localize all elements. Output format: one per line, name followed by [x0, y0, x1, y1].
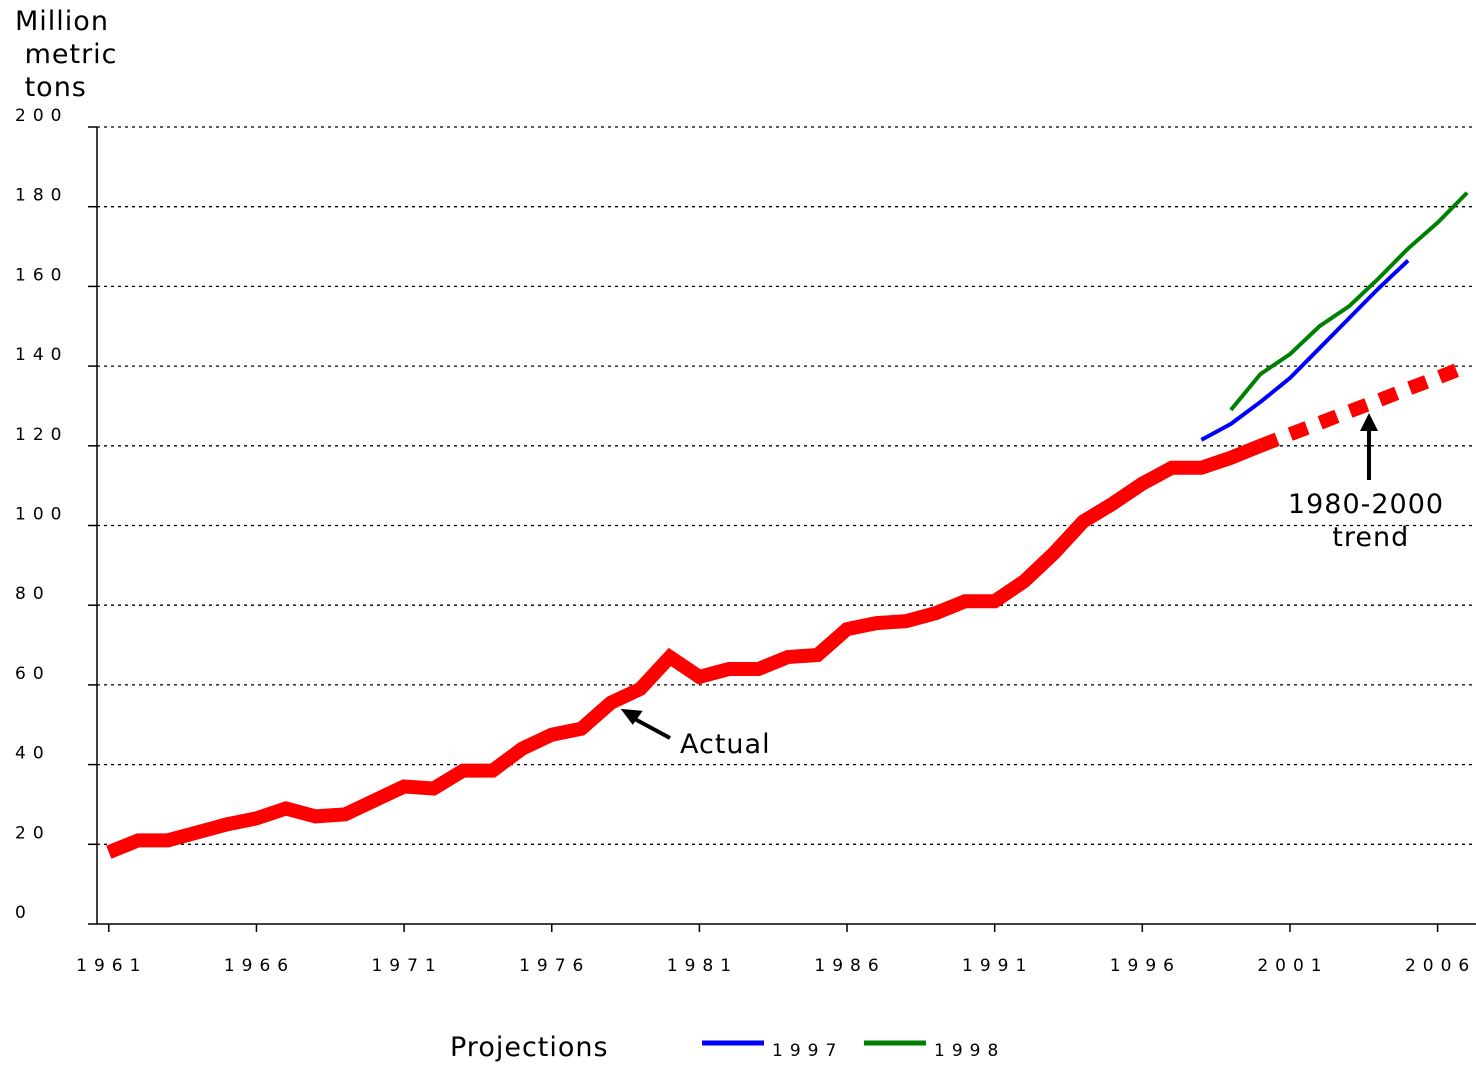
legend-label: 1997	[772, 1041, 843, 1061]
y-tick-label: 100	[15, 505, 68, 525]
annotation-arrowhead	[1360, 413, 1378, 431]
y-tick-label: 0	[15, 903, 33, 923]
x-tick-label: 1996	[1110, 956, 1181, 976]
x-tick-label: 1971	[371, 956, 442, 976]
annotation: 1980-2000 trend	[1288, 489, 1444, 553]
y-tick-label: 40	[15, 744, 51, 764]
annotation-arrow	[629, 715, 671, 740]
x-tick-label: 2006	[1405, 956, 1476, 976]
y-tick-label: 80	[15, 584, 51, 604]
x-tick-label: 1976	[519, 956, 590, 976]
series-line	[106, 439, 1264, 859]
x-tick-label: 1981	[667, 956, 738, 976]
x-tick-label: 1966	[224, 956, 295, 976]
y-tick-label: 120	[15, 425, 68, 445]
annotation: Actual	[680, 729, 771, 760]
y-tick-label: 200	[15, 106, 68, 126]
y-tick-label: 60	[15, 664, 51, 684]
series-line	[1200, 259, 1410, 442]
x-tick-label: 1991	[962, 956, 1033, 976]
y-axis-label: Million metric tons	[15, 6, 118, 103]
legend-label: 1998	[934, 1041, 1005, 1061]
legend-title: Projections	[450, 1032, 609, 1063]
y-tick-label: 160	[15, 265, 68, 285]
y-tick-label: 20	[15, 823, 51, 843]
series-line	[1257, 359, 1470, 453]
annotation-arrowhead	[620, 708, 643, 725]
y-tick-label: 140	[15, 345, 68, 365]
y-tick-label: 180	[15, 186, 68, 206]
x-tick-label: 1986	[814, 956, 885, 976]
series-line	[1229, 191, 1469, 412]
x-tick-label: 1961	[76, 956, 147, 976]
x-tick-label: 2001	[1257, 956, 1328, 976]
